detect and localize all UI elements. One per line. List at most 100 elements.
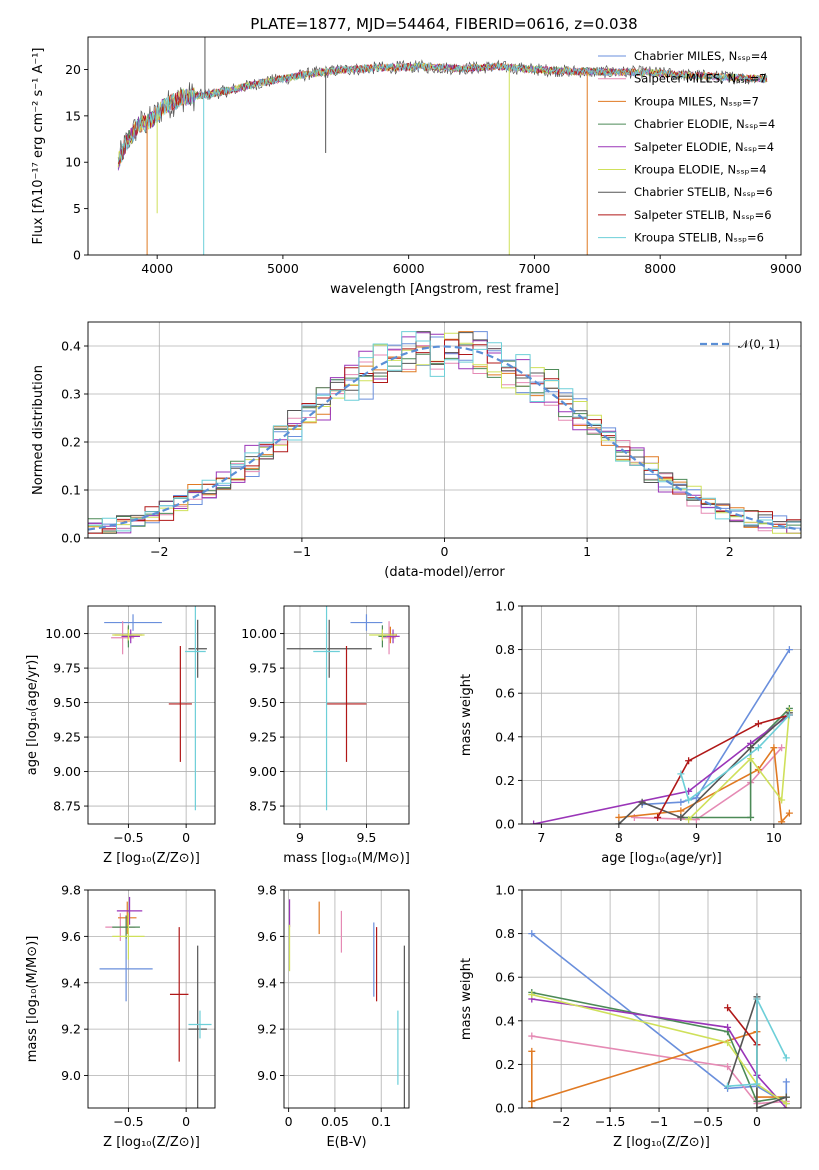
y-tick-label: 0.2 bbox=[495, 773, 515, 788]
x-tick-label: 9000 bbox=[770, 261, 802, 276]
series-line bbox=[531, 991, 787, 1103]
chart-spectrum: Chabrier MILES, Nₛₛₚ=4 Salpeter MILES, Nₛ… bbox=[31, 36, 802, 297]
legend: 𝒩(0, 1) bbox=[700, 337, 780, 351]
series-marker bbox=[747, 813, 755, 821]
plot-area-mass-vs-Z bbox=[99, 896, 212, 1108]
point-kroupa-stelib bbox=[313, 606, 340, 811]
figure-title: PLATE=1877, MJD=54464, FIBERID=0616, z=0… bbox=[250, 15, 637, 33]
chart-mass-vs-EBV: 0 0.05 0.1 9.0 9.2 9.4 9.6 9.8 E(B-V) bbox=[257, 883, 410, 1150]
series-marker bbox=[685, 757, 693, 765]
series-marker bbox=[782, 1100, 790, 1108]
x-tick-label: 7 bbox=[537, 830, 545, 845]
y-tick-label: 8.75 bbox=[53, 799, 81, 814]
y-tick-label: 1.0 bbox=[495, 883, 515, 898]
point-salpeter-stelib bbox=[169, 927, 189, 1062]
x-axis-label: E(B-V) bbox=[326, 1135, 366, 1150]
x-axis-label: Z [log₁₀(Z/Z⊙)] bbox=[103, 851, 200, 866]
y-tick-label: 9.8 bbox=[257, 883, 277, 898]
y-tick-label: 9.2 bbox=[61, 1022, 81, 1037]
series-marker bbox=[528, 991, 536, 999]
x-tick-label: 4000 bbox=[141, 261, 173, 276]
y-tick-label: 0.4 bbox=[495, 1013, 515, 1028]
legend-entry: Kroupa STELIB, Nₛₛₚ=6 bbox=[634, 231, 764, 245]
series-line bbox=[533, 714, 790, 824]
series-marker bbox=[754, 744, 762, 752]
series-marker bbox=[754, 720, 762, 728]
y-axis-label: mass [log₁₀(M/M⊙)] bbox=[25, 936, 40, 1063]
y-tick-label: 0 bbox=[73, 248, 81, 263]
x-tick-label: 0 bbox=[753, 1114, 761, 1129]
y-tick-label: 9.8 bbox=[61, 883, 81, 898]
y-axis-label: age [log₁₀(age/yr)] bbox=[25, 655, 40, 776]
plot-area-weight-vs-age bbox=[530, 646, 793, 824]
x-axis-label: (data-model)/error bbox=[384, 565, 505, 580]
series-marker bbox=[615, 820, 623, 824]
x-tick-label: 0 bbox=[441, 544, 449, 559]
plot-area-weight-vs-Z bbox=[528, 930, 790, 1108]
y-tick-label: 9.00 bbox=[249, 764, 277, 779]
y-tick-label: 0.6 bbox=[495, 686, 515, 701]
series-line bbox=[680, 707, 790, 819]
series-marker bbox=[782, 1078, 790, 1086]
series-marker bbox=[528, 1032, 536, 1040]
x-tick-label: −1 bbox=[293, 544, 311, 559]
point-chabrier-elodie bbox=[112, 915, 140, 939]
point-chabrier-stelib bbox=[286, 619, 372, 678]
legend-entry: 𝒩(0, 1) bbox=[738, 337, 780, 351]
legend-entry: Chabrier ELODIE, Nₛₛₚ=4 bbox=[634, 117, 775, 131]
series-marker bbox=[677, 807, 685, 815]
y-tick-label: 0.0 bbox=[495, 1101, 515, 1116]
legend-entry: Salpeter ELODIE, Nₛₛₚ=4 bbox=[634, 140, 774, 154]
y-tick-label: 9.25 bbox=[249, 730, 277, 745]
x-axis-label: Z [log₁₀(Z/Z⊙)] bbox=[613, 1135, 710, 1150]
x-tick-label: 0.1 bbox=[371, 1114, 391, 1129]
series-line bbox=[531, 998, 787, 1108]
point-salpeter-miles bbox=[382, 621, 396, 655]
series-marker bbox=[724, 1023, 732, 1031]
plot-area-mass-vs-EBV bbox=[288, 899, 405, 1108]
series-marker bbox=[782, 1093, 790, 1101]
series-line bbox=[726, 999, 758, 1048]
plot-area-residuals bbox=[88, 331, 801, 534]
point-kroupa-stelib bbox=[188, 1010, 212, 1039]
spectrum-salpeter-stelib bbox=[117, 62, 768, 165]
series-marker bbox=[724, 1039, 732, 1047]
y-tick-label: 0.8 bbox=[495, 926, 515, 941]
x-axis-label: mass [log₁₀(M/M⊙)] bbox=[283, 851, 410, 866]
y-tick-label: 9.50 bbox=[53, 695, 81, 710]
legend-entry: Chabrier MILES, Nₛₛₚ=4 bbox=[634, 49, 768, 63]
point-kroupa-elodie bbox=[112, 629, 145, 641]
point-chabrier-stelib bbox=[188, 945, 207, 1108]
series-marker bbox=[782, 1054, 790, 1062]
series-marker bbox=[753, 1104, 761, 1108]
legend: Chabrier MILES, Nₛₛₚ=4 Salpeter MILES, Nₛ… bbox=[598, 49, 775, 245]
point-chabrier-miles bbox=[104, 614, 162, 631]
chart-age-vs-Z: −0.5 0 8.75 9.00 9.25 9.50 9.75 10.00 Z [log₁₀(Z… bbox=[25, 605, 216, 866]
legend-entry: Salpeter MILES, Nₛₛₚ=7 bbox=[634, 72, 767, 86]
y-axis-label: Flux [fλ10⁻¹⁷ erg cm⁻² s⁻¹ A⁻¹] bbox=[31, 48, 46, 245]
x-tick-label: 9 bbox=[692, 830, 700, 845]
series-marker bbox=[785, 711, 793, 719]
series-marker bbox=[770, 744, 778, 752]
chart-weight-vs-age: 7 8 9 10 0.0 0.2 0.4 0.6 0.8 1.0 age [log₁₀(age/yr… bbox=[459, 599, 802, 866]
series-marker bbox=[615, 813, 623, 821]
x-tick-label: −0.5 bbox=[693, 1114, 723, 1129]
series-line bbox=[656, 714, 790, 818]
x-tick-label: −1 bbox=[650, 1114, 668, 1129]
spectrum-kroupa-stelib bbox=[117, 62, 768, 163]
y-tick-label: 9.75 bbox=[249, 661, 277, 676]
series-kroupa-stelib bbox=[677, 711, 793, 804]
histogram-salpeter-stelib bbox=[88, 339, 801, 534]
x-tick-label: 0.05 bbox=[321, 1114, 349, 1129]
series-marker bbox=[654, 813, 662, 821]
series-salpeter-miles bbox=[630, 744, 786, 824]
legend-entry: Kroupa MILES, Nₛₛₚ=7 bbox=[634, 94, 759, 108]
point-salpeter-elodie bbox=[116, 896, 143, 925]
y-tick-label: 0.2 bbox=[495, 1057, 515, 1072]
x-tick-label: 0 bbox=[285, 1114, 293, 1129]
series-marker bbox=[685, 816, 693, 824]
series-marker bbox=[778, 796, 786, 804]
series-marker bbox=[638, 798, 646, 806]
series-marker bbox=[753, 995, 761, 1003]
y-axis-label: Normed distribution bbox=[31, 365, 46, 495]
